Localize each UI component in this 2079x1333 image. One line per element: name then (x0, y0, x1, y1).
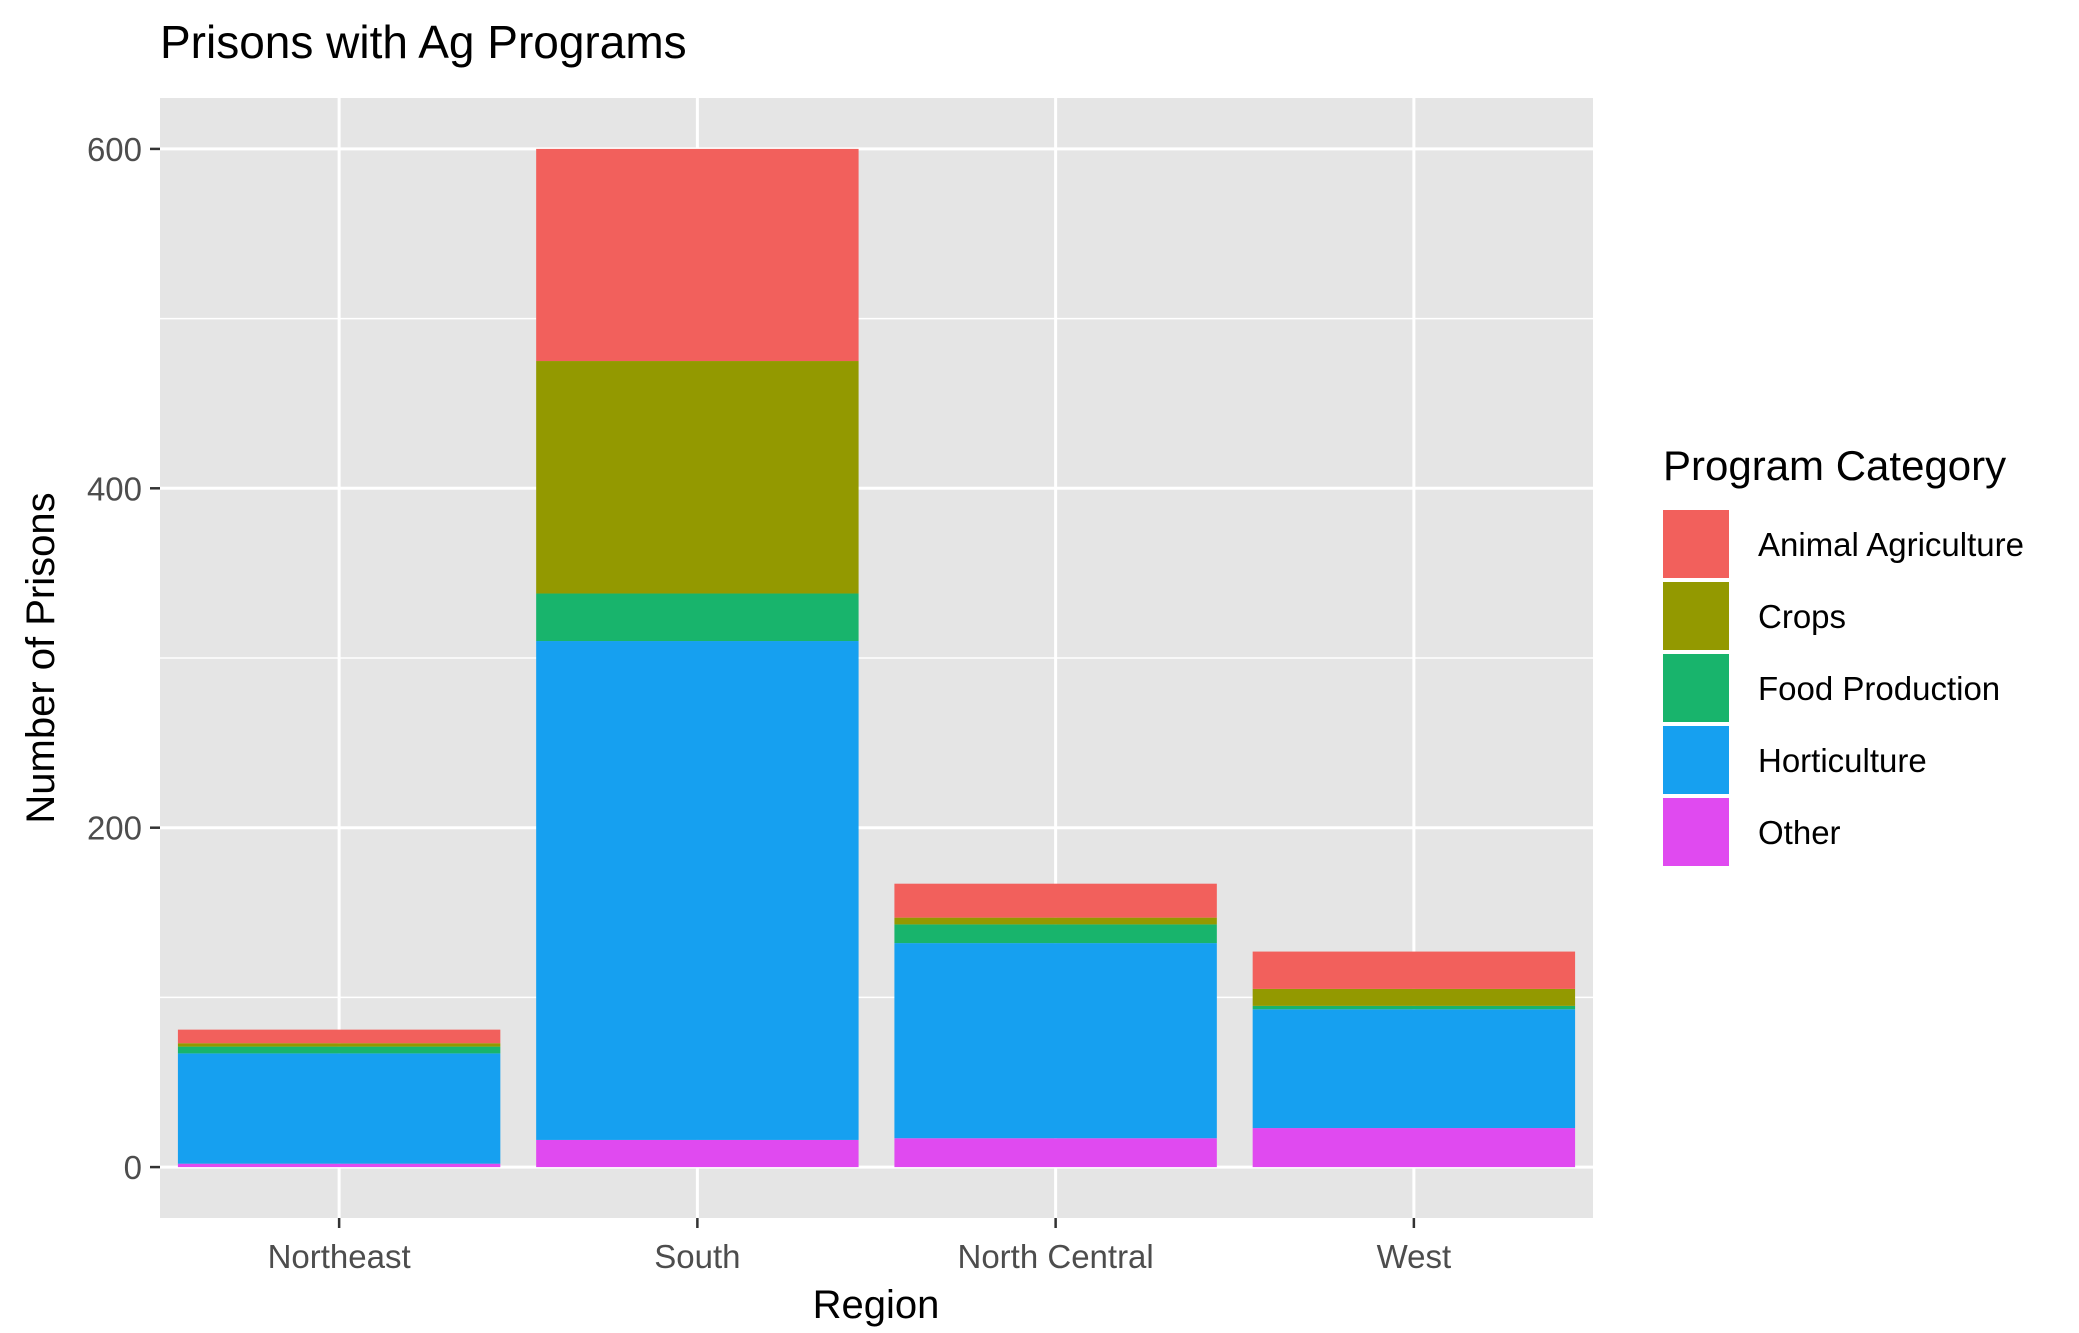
legend-label: Animal Agriculture (1758, 526, 2024, 563)
x-tick-label: North Central (958, 1238, 1154, 1275)
bar-segment (536, 361, 859, 594)
legend-title: Program Category (1663, 442, 2006, 489)
y-tick-label: 200 (87, 810, 142, 847)
bar-segment (177, 1046, 501, 1054)
y-tick-label: 600 (87, 131, 142, 168)
x-axis: Northeast South North Central West (268, 1218, 1452, 1275)
bar-segment (536, 148, 859, 362)
bar-segment (536, 1139, 859, 1168)
chart-title: Prisons with Ag Programs (160, 16, 687, 68)
bar-segment (1252, 1128, 1576, 1168)
legend-swatch (1663, 654, 1729, 722)
y-tick-label: 0 (124, 1149, 142, 1186)
bar-segment (177, 1053, 501, 1164)
x-tick-label: Northeast (268, 1238, 411, 1275)
legend-swatch (1663, 726, 1729, 794)
legend-label: Other (1758, 814, 1841, 851)
y-axis: 0 200 400 600 (87, 131, 160, 1186)
bar-segment (536, 593, 859, 642)
bar-segment (1252, 1005, 1576, 1010)
bar-segment (894, 883, 1217, 918)
bar-segment (1252, 1009, 1576, 1129)
bar-segment (894, 1138, 1217, 1168)
bar-segment (1252, 951, 1576, 989)
bar-segment (177, 1029, 501, 1044)
legend-label: Horticulture (1758, 742, 1927, 779)
x-tick-label: West (1377, 1238, 1452, 1275)
bar-segment (536, 641, 859, 1140)
bars (177, 148, 1576, 1168)
y-axis-label: Number of Prisons (19, 492, 63, 823)
legend-swatch (1663, 798, 1729, 866)
bar-segment (177, 1043, 501, 1047)
legend-label: Food Production (1758, 670, 2000, 707)
bar-segment (894, 917, 1217, 925)
legend-swatch (1663, 582, 1729, 650)
x-axis-label: Region (813, 1283, 940, 1327)
legend-label: Crops (1758, 598, 1846, 635)
bar-segment (894, 943, 1217, 1139)
bar-segment (894, 924, 1217, 944)
y-tick-label: 400 (87, 470, 142, 507)
legend: Program Category Animal Agriculture Crops… (1663, 442, 2024, 866)
x-tick-label: South (654, 1238, 740, 1275)
legend-swatch (1663, 510, 1729, 578)
bar-segment (1252, 988, 1576, 1006)
bar-segment (177, 1163, 501, 1168)
